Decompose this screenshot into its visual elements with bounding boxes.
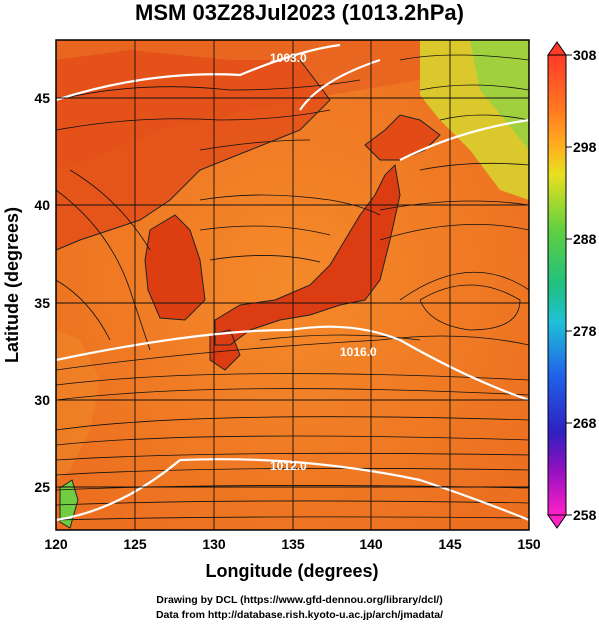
colorbar bbox=[547, 41, 572, 529]
grid-lines bbox=[56, 40, 529, 530]
isobars bbox=[56, 43, 529, 522]
colorbar-tick-label: 298 bbox=[573, 139, 597, 155]
y-tick-label: 30 bbox=[34, 392, 50, 408]
wind-streamlines bbox=[56, 54, 529, 521]
x-tick-labels: 120 125 130 135 140 145 150 bbox=[44, 536, 541, 552]
x-tick-label: 130 bbox=[202, 536, 226, 552]
y-axis-label: Latitude (degrees) bbox=[2, 207, 22, 363]
y-tick-labels: 25 30 35 40 45 bbox=[34, 90, 50, 495]
x-tick-label: 150 bbox=[517, 536, 541, 552]
y-tick-label: 45 bbox=[34, 90, 50, 106]
isobar-label: 1012.0 bbox=[270, 459, 307, 473]
colorbar-tick-labels: 308 298 288 278 268 258 bbox=[573, 47, 597, 523]
colorbar-tick-label: 308 bbox=[573, 47, 597, 63]
x-tick-label: 145 bbox=[438, 536, 462, 552]
isobar-label: 1016.0 bbox=[340, 345, 377, 359]
y-tick-label: 35 bbox=[34, 295, 50, 311]
drawing-credit: Drawing by DCL (https://www.gfd-dennou.o… bbox=[156, 594, 443, 606]
data-credit: Data from http://database.rish.kyoto-u.a… bbox=[155, 609, 444, 621]
isobar-label: 1003.0 bbox=[270, 51, 307, 65]
x-tick-label: 135 bbox=[281, 536, 305, 552]
y-tick-label: 25 bbox=[34, 479, 50, 495]
colorbar-tick-label: 258 bbox=[573, 507, 597, 523]
colorbar-tick-label: 278 bbox=[573, 323, 597, 339]
colorbar-tick-label: 288 bbox=[573, 231, 597, 247]
x-tick-label: 125 bbox=[123, 536, 147, 552]
x-axis-label: Longitude (degrees) bbox=[205, 561, 378, 581]
plot-frame bbox=[55, 39, 530, 531]
colorbar-tick-label: 268 bbox=[573, 415, 597, 431]
y-tick-label: 40 bbox=[34, 197, 50, 213]
x-tick-label: 120 bbox=[44, 536, 68, 552]
map-title: MSM 03Z28Jul2023 (1013.2hPa) bbox=[135, 0, 464, 25]
coastlines bbox=[56, 59, 441, 529]
x-tick-label: 140 bbox=[359, 536, 383, 552]
